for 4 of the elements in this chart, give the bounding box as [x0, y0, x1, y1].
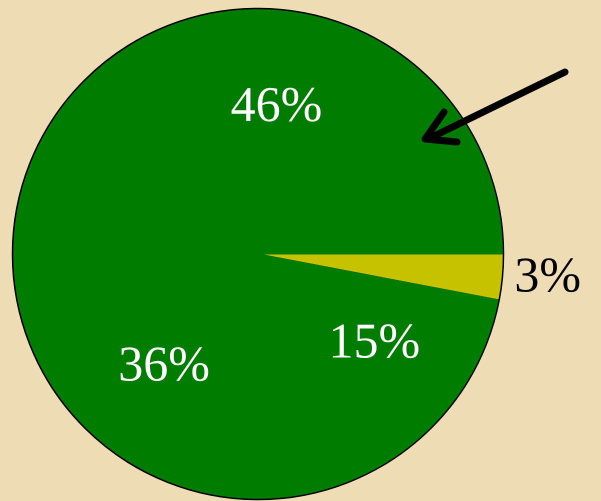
data-label: 15%: [328, 312, 420, 368]
data-label: 46%: [230, 76, 322, 132]
data-label: 36%: [118, 336, 210, 392]
data-label: 3%: [514, 246, 582, 302]
